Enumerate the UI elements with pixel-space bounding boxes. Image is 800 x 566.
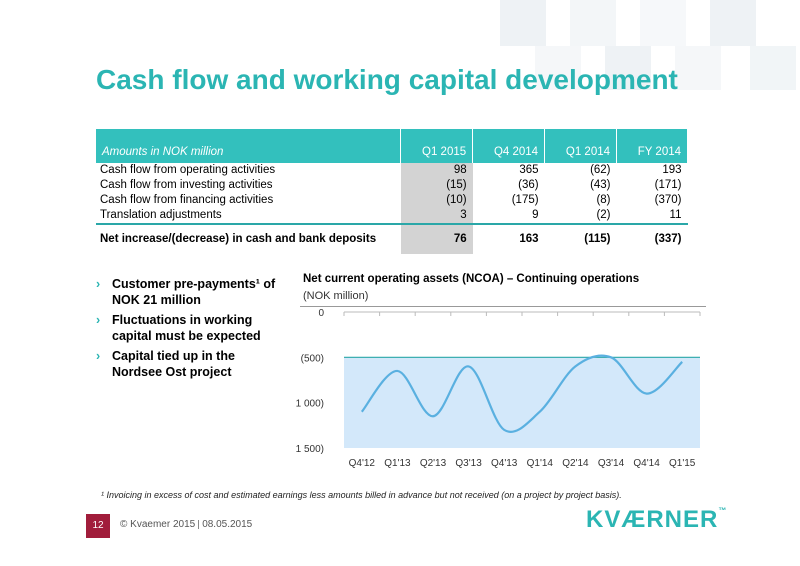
shaded-band <box>344 357 700 448</box>
table-cell: 3 <box>400 208 473 224</box>
bullet-item: › Customer pre-payments¹ of NOK 21 milli… <box>96 276 276 308</box>
chevron-right-icon: › <box>96 277 101 291</box>
x-tick-label: Q2'14 <box>562 458 589 469</box>
company-logo: KVÆRNER™ <box>586 506 728 533</box>
table-cell: (171) <box>654 179 682 191</box>
column-header: FY 2014 <box>616 129 688 163</box>
bullet-text: Customer pre-payments¹ of NOK 21 million <box>112 277 276 307</box>
bullet-text: Fluctuations in working capital must be … <box>112 313 261 343</box>
table-cell: (370) <box>654 194 682 206</box>
x-tick-label: Q1'13 <box>384 458 411 469</box>
ncoa-series-line <box>360 354 683 433</box>
table-cell: (15) <box>400 178 473 193</box>
bullet-text: Capital tied up in the Nordsee Ost proje… <box>112 349 235 379</box>
column-header: Q1 2015 <box>400 129 474 163</box>
table-row: Translation adjustments 3 9 (2) 11 <box>96 208 688 224</box>
x-tick-label: Q4'13 <box>491 458 518 469</box>
table-cell: (8) <box>596 194 611 206</box>
table-cell: 11 <box>669 209 682 221</box>
date-text: 08.05.2015 <box>202 519 253 530</box>
key-points: › Customer pre-payments¹ of NOK 21 milli… <box>96 276 276 384</box>
y-tick-label: 0 <box>318 308 324 319</box>
row-label: Cash flow from investing activities <box>100 179 273 191</box>
table-header-row: Amounts in NOK million Q1 2015 Q4 2014 Q… <box>96 129 688 163</box>
total-row: Net increase/(decrease) in cash and bank… <box>96 232 688 254</box>
column-header: Q4 2014 <box>472 129 546 163</box>
table-row: Cash flow from financing activities (10) (… <box>96 193 688 208</box>
x-tick-label: Q4'12 <box>349 458 376 469</box>
total-cell: 163 <box>519 233 539 245</box>
table-row: Cash flow from operating activities 98 365… <box>96 163 688 178</box>
table-row: Cash flow from investing activities (15) (… <box>96 178 688 193</box>
table-cell: 9 <box>532 209 539 221</box>
copyright-text: © Kvaemer 2015 <box>120 519 196 530</box>
bullet-item: › Fluctuations in working capital must b… <box>96 312 276 344</box>
chevron-right-icon: › <box>96 349 101 363</box>
total-label: Net increase/(decrease) in cash and bank… <box>100 233 377 245</box>
chart-title: Net current operating assets (NCOA) – Co… <box>303 273 640 285</box>
corner-decoration <box>460 0 800 90</box>
footnote: ¹ Invoicing in excess of cost and estima… <box>101 490 622 500</box>
table-cell: 193 <box>662 164 682 176</box>
chart-divider <box>300 306 706 307</box>
ncoa-line-chart: 0 (500) (1 000) (1 500) Q4'12 Q1'13 Q2'13 Q3'13… <box>296 308 701 469</box>
copyright-line: © Kvaemer 2015 08.05.2015 <box>120 519 252 530</box>
chevron-right-icon: › <box>96 313 101 327</box>
table-header-label: Amounts in NOK million <box>96 129 402 163</box>
total-cell: (337) <box>654 233 682 245</box>
page-number: 12 <box>86 514 110 538</box>
row-label: Cash flow from financing activities <box>100 194 274 206</box>
total-cell: (115) <box>584 233 611 245</box>
slide-title: Cash flow and working capital developmen… <box>96 64 678 95</box>
x-tick-label: Q2'13 <box>420 458 447 469</box>
x-tick-label: Q4'14 <box>633 458 660 469</box>
table-cell: 365 <box>519 164 539 176</box>
table-cell: (175) <box>511 194 539 206</box>
x-tick-label: Q1'14 <box>527 458 554 469</box>
column-header: Q1 2014 <box>544 129 618 163</box>
y-tick-label: (1 000) <box>296 399 324 410</box>
cash-flow-table: Amounts in NOK million Q1 2015 Q4 2014 Q… <box>96 129 688 254</box>
x-tick-label: Q3'14 <box>598 458 625 469</box>
chart-subtitle: (NOK million) <box>303 290 369 302</box>
x-tick-label: Q3'13 <box>455 458 482 469</box>
table-cell: (10) <box>400 193 473 208</box>
row-label: Cash flow from operating activities <box>100 164 276 176</box>
table-cell: (43) <box>590 179 611 191</box>
x-tick-label: Q1'15 <box>669 458 696 469</box>
total-cell: 76 <box>400 232 473 254</box>
table-separator <box>96 223 688 232</box>
divider-bar <box>198 519 200 529</box>
y-tick-label: (1 500) <box>296 444 324 455</box>
row-label: Translation adjustments <box>100 209 222 221</box>
table-cell: (2) <box>596 209 611 221</box>
bullet-item: › Capital tied up in the Nordsee Ost pro… <box>96 348 276 380</box>
table-cell: (36) <box>518 179 539 191</box>
table-cell: (62) <box>590 164 611 176</box>
y-tick-label: (500) <box>301 353 324 364</box>
table-cell: 98 <box>400 163 473 178</box>
